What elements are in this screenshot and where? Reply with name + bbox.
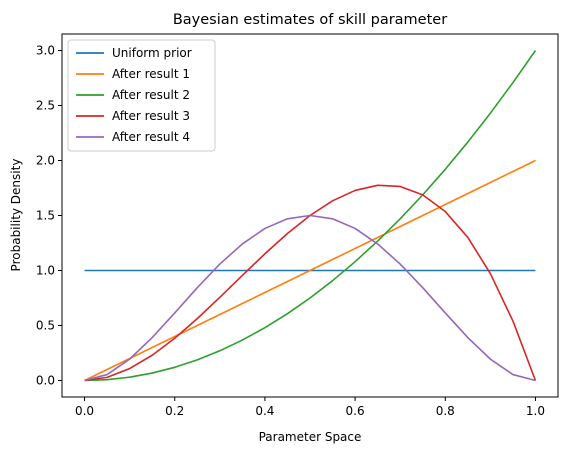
legend-label: Uniform prior [112,46,192,60]
x-tick-label: 0.2 [165,404,184,418]
series-line-3 [84,50,537,382]
series-lines [84,50,537,382]
x-tick-label: 0.0 [75,404,94,418]
x-tick-label: 1.0 [526,404,545,418]
x-axis-title: Parameter Space [259,430,362,444]
y-tick-label: 0.5 [36,319,55,333]
y-tick-label: 0.0 [36,374,55,388]
y-tick-label: 1.0 [36,264,55,278]
legend-label: After result 2 [112,88,190,102]
legend-label: After result 3 [112,109,190,123]
y-tick-label: 3.0 [36,44,55,58]
legend: Uniform prior After result 1 After result … [67,39,216,152]
legend-label: After result 1 [112,67,190,81]
x-tick-label: 0.4 [255,404,274,418]
legend-box [67,39,216,152]
chart-title: Bayesian estimates of skill parameter [173,12,447,28]
y-tick-label: 2.0 [36,154,55,168]
y-axis: 0.0 0.5 1.0 1.5 2.0 2.5 3.0 [36,44,62,388]
x-axis: 0.0 0.2 0.4 0.6 0.8 1.0 [75,397,545,418]
series-line-5 [84,214,536,382]
x-tick-label: 0.8 [436,404,455,418]
series-line-2 [84,159,536,382]
y-tick-label: 1.5 [36,209,55,223]
y-axis-title: Probability Density [9,159,23,272]
x-tick-label: 0.6 [346,404,365,418]
legend-label: After result 4 [112,130,190,144]
y-tick-label: 2.5 [36,99,55,113]
